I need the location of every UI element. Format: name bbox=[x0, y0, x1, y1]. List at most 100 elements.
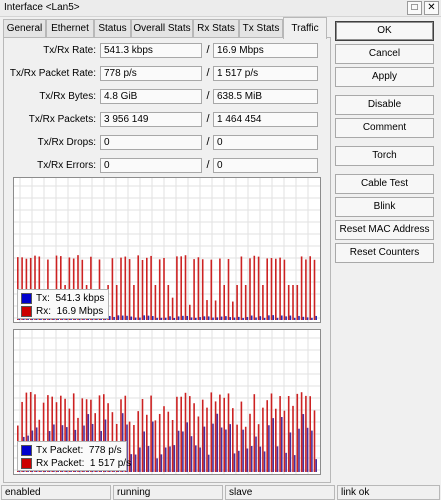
rx-bar bbox=[128, 421, 131, 472]
rx-bar bbox=[240, 401, 243, 472]
rx-bar bbox=[249, 413, 251, 472]
separator: / bbox=[206, 90, 210, 102]
tx-rx-drops-label: Tx/Rx Drops: bbox=[37, 137, 96, 148]
tab-ethernet[interactable]: Ethernet bbox=[46, 19, 94, 38]
tx-bar bbox=[272, 418, 274, 472]
tx-bar bbox=[220, 316, 223, 320]
comment-button[interactable]: Comment bbox=[335, 118, 434, 138]
tx-bar bbox=[216, 317, 219, 320]
tx-bar bbox=[276, 446, 279, 472]
rx-packets-field: 1 464 454 bbox=[213, 112, 318, 127]
rx-bar bbox=[201, 259, 204, 320]
rx-bar bbox=[300, 256, 303, 320]
rx-bar bbox=[34, 255, 36, 320]
tx-bar bbox=[160, 317, 163, 320]
tx-bar bbox=[169, 316, 171, 320]
rx-bar bbox=[227, 393, 230, 472]
legend-tx-packet-label: Tx Packet: bbox=[36, 445, 84, 456]
tx-bar bbox=[255, 317, 257, 320]
rx-bar bbox=[219, 394, 221, 472]
reset-counters-button[interactable]: Reset Counters bbox=[335, 243, 434, 263]
rx-bar bbox=[141, 259, 144, 320]
reset-mac-address-button[interactable]: Reset MAC Address bbox=[335, 220, 434, 240]
rx-bar bbox=[309, 256, 311, 320]
blink-button[interactable]: Blink bbox=[335, 197, 434, 217]
tx-bar bbox=[250, 445, 253, 472]
tx-bar bbox=[173, 445, 176, 472]
rx-bar bbox=[163, 257, 165, 320]
rx-bar bbox=[210, 259, 213, 320]
tx-bar bbox=[203, 426, 206, 472]
rx-bar bbox=[77, 255, 79, 320]
traffic-graph: Tx: 541.3 kbps Rx: 16.9 Mbps bbox=[13, 177, 321, 323]
tab-general[interactable]: General bbox=[3, 19, 46, 38]
tx-bar bbox=[281, 417, 283, 472]
tx-bar bbox=[306, 427, 309, 472]
tab-status[interactable]: Status bbox=[94, 19, 131, 38]
rx-bar bbox=[158, 413, 161, 472]
tab-tx-stats[interactable]: Tx Stats bbox=[239, 19, 283, 38]
tx-bar bbox=[126, 315, 128, 320]
rx-bar bbox=[167, 411, 170, 472]
legend-rx-label: Rx: bbox=[36, 306, 51, 317]
ok-button[interactable]: OK bbox=[335, 21, 434, 41]
rx-bar bbox=[279, 396, 281, 472]
torch-button[interactable]: Torch bbox=[335, 146, 434, 166]
rx-bar bbox=[279, 257, 281, 320]
tx-bar bbox=[268, 315, 270, 320]
traffic-legend: Tx: 541.3 kbps Rx: 16.9 Mbps bbox=[17, 289, 109, 319]
rx-bar bbox=[180, 256, 182, 320]
tx-bar bbox=[242, 429, 244, 472]
tx-bar bbox=[293, 455, 296, 472]
cancel-button[interactable]: Cancel bbox=[335, 44, 434, 64]
status-running: running bbox=[113, 485, 223, 500]
rx-bar bbox=[300, 392, 303, 472]
tx-bar bbox=[186, 422, 188, 472]
rx-bar bbox=[214, 300, 217, 320]
tx-bar bbox=[225, 429, 227, 472]
tab-rx-stats[interactable]: Rx Stats bbox=[193, 19, 239, 38]
rx-bar bbox=[120, 257, 122, 320]
tx-bar bbox=[109, 315, 111, 320]
tab-overall-stats[interactable]: Overall Stats bbox=[131, 19, 193, 38]
rx-bar bbox=[64, 398, 66, 472]
apply-button[interactable]: Apply bbox=[335, 67, 434, 87]
tx-bar bbox=[259, 316, 262, 320]
separator: / bbox=[206, 67, 210, 79]
tx-bar bbox=[315, 459, 317, 472]
cable-test-button[interactable]: Cable Test bbox=[335, 174, 434, 194]
tx-bar bbox=[190, 436, 193, 472]
rx-bar bbox=[244, 426, 247, 472]
tx-bar bbox=[276, 317, 279, 320]
tx-bar bbox=[246, 448, 249, 472]
separator: / bbox=[206, 136, 210, 148]
rx-bar bbox=[141, 399, 144, 472]
rx-bar bbox=[158, 259, 161, 320]
rx-bar bbox=[232, 301, 234, 320]
tx-bar bbox=[126, 424, 128, 472]
maximize-icon[interactable]: □ bbox=[407, 1, 422, 15]
tx-bar bbox=[173, 317, 176, 320]
tx-bar bbox=[250, 315, 253, 320]
tx-rx-errors-label: Tx/Rx Errors: bbox=[37, 160, 96, 171]
rx-bar bbox=[25, 392, 28, 472]
close-icon[interactable]: ✕ bbox=[424, 1, 439, 15]
tx-packet-rate-field: 778 p/s bbox=[100, 66, 202, 81]
rx-bar bbox=[309, 396, 311, 472]
tx-bar bbox=[233, 317, 236, 320]
tx-bar bbox=[289, 432, 292, 472]
disable-button[interactable]: Disable bbox=[335, 95, 434, 115]
rx-bar bbox=[262, 285, 264, 320]
tab-traffic[interactable]: Traffic bbox=[283, 17, 327, 39]
rx-errors-field: 0 bbox=[213, 158, 318, 173]
rx-bar bbox=[270, 258, 273, 320]
rx-bar bbox=[150, 395, 152, 472]
rx-bar bbox=[283, 259, 286, 320]
tx-bar bbox=[130, 316, 133, 320]
tx-bar bbox=[298, 428, 300, 472]
tx-bar bbox=[203, 316, 206, 320]
rx-bar bbox=[266, 258, 268, 320]
rx-bar bbox=[60, 395, 62, 472]
rx-bar bbox=[51, 396, 53, 472]
tx-bar bbox=[238, 316, 240, 320]
